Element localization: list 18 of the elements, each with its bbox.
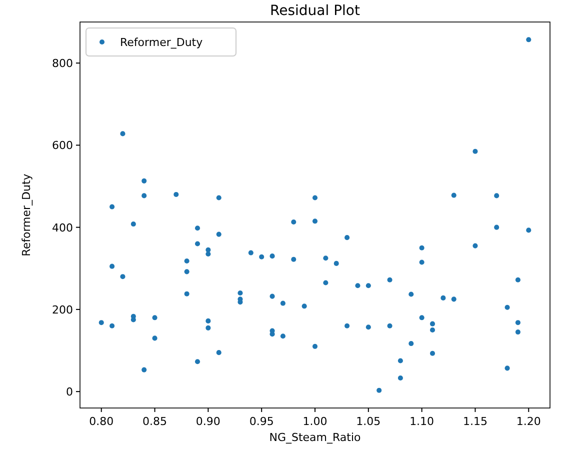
x-tick-label: 0.80 [89,415,114,428]
y-tick-label: 0 [66,386,73,399]
y-tick-label: 600 [52,139,73,152]
x-tick-label: 0.85 [142,415,168,428]
x-tick-label: 1.10 [410,415,434,428]
y-tick-label: 800 [52,57,73,70]
y-axis-title: Reformer_Duty [20,173,33,256]
x-tick-label: 1.00 [302,415,328,428]
x-tick-label: 1.15 [462,415,488,428]
y-tick-label: 200 [52,303,73,316]
x-tick-label: 1.05 [356,415,381,428]
x-tick-label: 1.20 [516,415,541,428]
x-tick-label: 0.90 [196,415,220,428]
x-tick-label: 0.95 [249,415,274,428]
y-tick-label: 400 [52,221,73,234]
legend-label: Reformer_Duty [120,36,204,49]
chart-title: Residual Plot [270,3,360,19]
x-axis-title: NG_Steam_Ratio [269,431,362,444]
